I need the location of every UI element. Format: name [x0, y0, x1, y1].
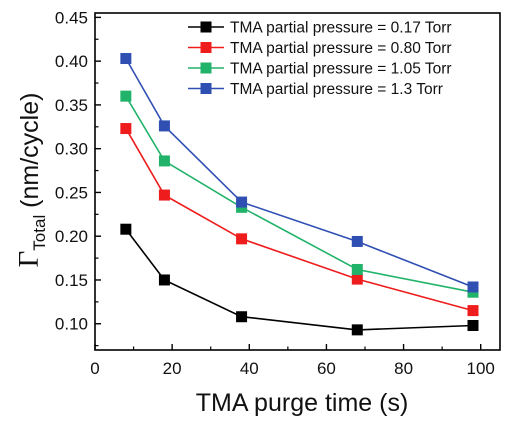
legend-marker: [200, 21, 212, 33]
x-tick-label: 60: [317, 359, 336, 378]
y-tick-label: 0.45: [55, 8, 88, 27]
data-point-marker: [351, 263, 363, 275]
data-point-marker: [120, 223, 132, 235]
legend-label: TMA partial pressure = 1.05 Torr: [230, 61, 452, 78]
axis-tick-labels: 0 20 40 60 80 100 0.10 0.15 0.20 0.25 0.30 0.35 0.40…: [55, 8, 495, 378]
y-tick-label: 0.15: [55, 271, 88, 290]
x-tick-label: 40: [240, 359, 259, 378]
plot-area-border: [94, 12, 501, 351]
x-tick-label: 0: [90, 359, 99, 378]
series-line: [125, 95, 474, 293]
legend-marker: [200, 42, 212, 53]
data-point-marker: [236, 196, 248, 208]
y-tick-label: 0.10: [55, 315, 88, 334]
data-point-marker: [158, 274, 170, 286]
y-tick-label: 0.25: [55, 183, 88, 202]
legend-item: TMA partial pressure = 1.05 Torr: [188, 61, 452, 78]
y-axis-title: ΓTotal (nm/cycle): [13, 93, 49, 268]
series-line: [125, 128, 474, 312]
data-point-marker: [236, 233, 248, 245]
legend-marker: [200, 83, 212, 94]
data-point-marker: [467, 319, 479, 331]
x-axis-title: TMA purge time (s): [196, 389, 409, 417]
x-tick-label: 20: [163, 359, 182, 378]
y-tick-label: 0.40: [55, 52, 88, 71]
legend-marker: [200, 62, 212, 74]
data-point-marker: [351, 324, 363, 336]
x-tick-label: 80: [394, 359, 413, 378]
data-point-marker: [120, 123, 132, 135]
y-axis-subscript: Total: [30, 215, 49, 251]
axis-ticks: [94, 16, 482, 350]
legend: TMA partial pressure = 0.17 Torr TMA part…: [188, 20, 452, 98]
y-tick-label: 0.30: [55, 140, 88, 159]
x-tick-label: 100: [467, 359, 495, 378]
y-axis-symbol: Γ: [13, 251, 45, 268]
data-point-marker: [158, 120, 170, 132]
series-4: [120, 53, 479, 293]
data-point-marker: [120, 53, 132, 65]
legend-item: TMA partial pressure = 1.3 Torr: [188, 81, 443, 98]
data-point-marker: [158, 189, 170, 201]
y-tick-label: 0.35: [55, 96, 88, 115]
data-point-marker: [236, 311, 248, 323]
data-point-marker: [351, 235, 363, 247]
plot-frame: [94, 12, 501, 351]
legend-item: TMA partial pressure = 0.17 Torr: [188, 20, 452, 37]
data-point-marker: [351, 273, 363, 285]
data-point-marker: [467, 305, 479, 317]
legend-label: TMA partial pressure = 1.3 Torr: [230, 81, 443, 98]
data-point-marker: [120, 90, 132, 102]
data-point-marker: [467, 281, 479, 293]
y-tick-label: 0.20: [55, 227, 88, 246]
legend-label: TMA partial pressure = 0.80 Torr: [230, 40, 452, 57]
legend-label: TMA partial pressure = 0.17 Torr: [230, 20, 452, 37]
series-3: [120, 90, 479, 298]
data-point-marker: [158, 155, 170, 167]
series-group: [120, 53, 479, 336]
series-line: [125, 228, 474, 331]
legend-item: TMA partial pressure = 0.80 Torr: [188, 40, 452, 57]
y-axis-unit: (nm/cycle): [16, 93, 44, 215]
series-1: [120, 223, 479, 336]
series-2: [120, 123, 479, 317]
